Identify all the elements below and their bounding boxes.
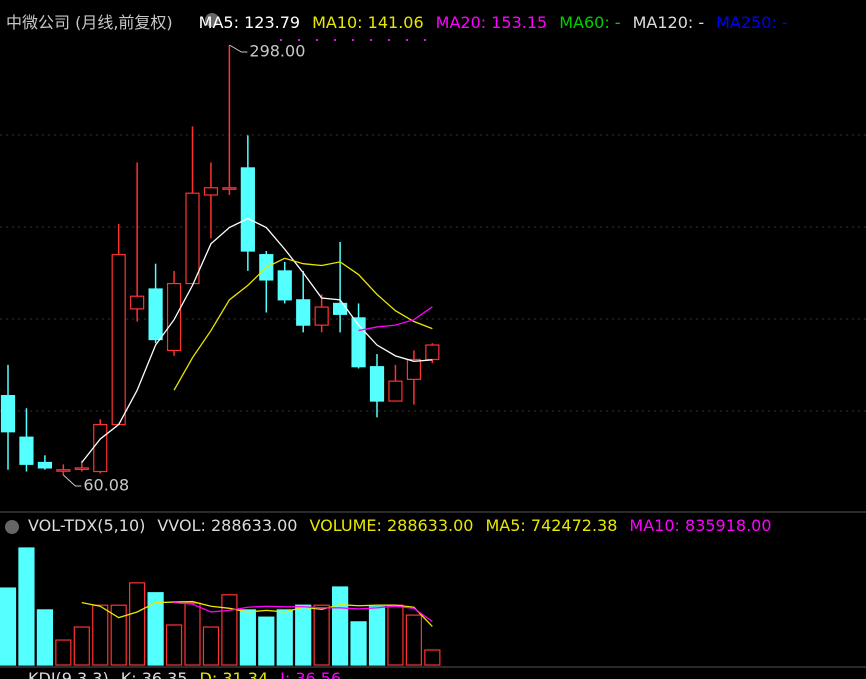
kdj-legend: KDJ(9,3,3) K: 36.35 D: 31.34 J: 36.56 — [28, 669, 365, 679]
dropdown-icon[interactable] — [5, 520, 19, 534]
candle-body — [74, 467, 89, 471]
volume-bar — [221, 594, 238, 666]
candle-body — [406, 358, 421, 380]
volume-bar — [73, 626, 90, 666]
candle-body — [19, 436, 34, 465]
legend-entry: J: 36.56 — [280, 669, 342, 679]
legend-entry: K: 36.35 — [120, 669, 188, 679]
legend-entry: MA250: - — [716, 13, 788, 32]
legend-entry: MA5: 742472.38 — [485, 516, 618, 535]
legend: VVOL: 288633.00 VOLUME: 288633.00 MA5: 742… — [157, 516, 783, 535]
candle-body — [93, 423, 108, 473]
ma-line — [81, 217, 433, 463]
annotation-arrow — [229, 44, 248, 53]
volume-title: VOL-TDX(5,10) — [28, 516, 146, 535]
annotation: 298.00 — [249, 42, 305, 61]
candle-body — [388, 380, 403, 402]
volume-bar — [424, 649, 441, 666]
volume-bar — [129, 582, 146, 666]
volume-bar — [110, 604, 127, 666]
volume-bar — [313, 604, 330, 666]
legend-entry: MA10: 835918.00 — [629, 516, 772, 535]
legend-entry: MA60: - — [559, 13, 621, 32]
candle-body — [130, 295, 145, 310]
candle-body — [111, 254, 126, 426]
legend-entry: VOLUME: 288633.00 — [309, 516, 474, 535]
volume-bar — [405, 614, 422, 666]
volume-ma-line — [81, 600, 433, 627]
candle-body — [240, 167, 255, 252]
volume-bar — [18, 547, 35, 666]
volume-bar — [239, 609, 256, 666]
candle-body — [314, 306, 329, 326]
chart-title: 中微公司 (月线,前复权) — [6, 13, 173, 32]
price-legend: 中微公司 (月线,前复权) MA5: 123.79 MA10: 141.06 MA20… — [6, 9, 812, 33]
candle-body — [203, 187, 219, 196]
legend-entry: MA20: 153.15 — [435, 13, 548, 32]
legend-entry: VVOL: 288633.00 — [157, 516, 298, 535]
volume-bar — [165, 624, 183, 666]
legend: K: 36.35 D: 31.34 J: 36.56 — [121, 669, 353, 679]
volume-bar — [36, 609, 54, 666]
candle-body — [56, 469, 71, 472]
volume-bar — [387, 604, 404, 666]
volume-bar — [55, 639, 72, 666]
volume-bar — [295, 604, 312, 666]
volume-bar — [147, 592, 164, 666]
candle-body — [37, 461, 53, 469]
ma-line — [358, 306, 433, 332]
candle-body — [222, 187, 237, 190]
volume-bar — [92, 604, 109, 666]
legend: MA5: 123.79 MA10: 141.06 MA20: 153.15 MA60:… — [199, 13, 800, 32]
candle-body — [185, 192, 200, 285]
candle-body — [369, 366, 385, 402]
legend-entry: D: 31.34 — [199, 669, 269, 679]
ma-line — [173, 257, 433, 391]
volume-bar — [0, 587, 17, 666]
legend-entry: MA10: 141.06 — [312, 13, 424, 32]
kdj-title: KDJ(9,3,3) — [28, 669, 109, 679]
volume-bar — [332, 586, 349, 666]
volume-bar — [350, 621, 367, 666]
legend-entry: MA120: - — [632, 13, 705, 32]
candle-body — [425, 344, 440, 361]
volume-bar — [276, 609, 293, 666]
candle-body — [296, 299, 311, 326]
volume-legend: VOL-TDX(5,10) VVOL: 288633.00 VOLUME: 2886… — [28, 516, 796, 535]
candle-body — [277, 270, 292, 301]
dropdown-icon[interactable] — [205, 13, 219, 27]
volume-bar — [368, 606, 386, 666]
annotation-arrow — [63, 474, 82, 487]
volume-bar — [258, 616, 275, 666]
volume-bar — [202, 626, 220, 666]
candle-body — [148, 288, 163, 341]
legend-entry: MA5: 123.79 — [198, 13, 301, 32]
volume-bar — [184, 602, 201, 666]
volume-ma-line — [173, 601, 433, 623]
candle-body — [166, 282, 182, 352]
candle-body — [0, 395, 16, 433]
annotation: 60.08 — [83, 476, 129, 495]
